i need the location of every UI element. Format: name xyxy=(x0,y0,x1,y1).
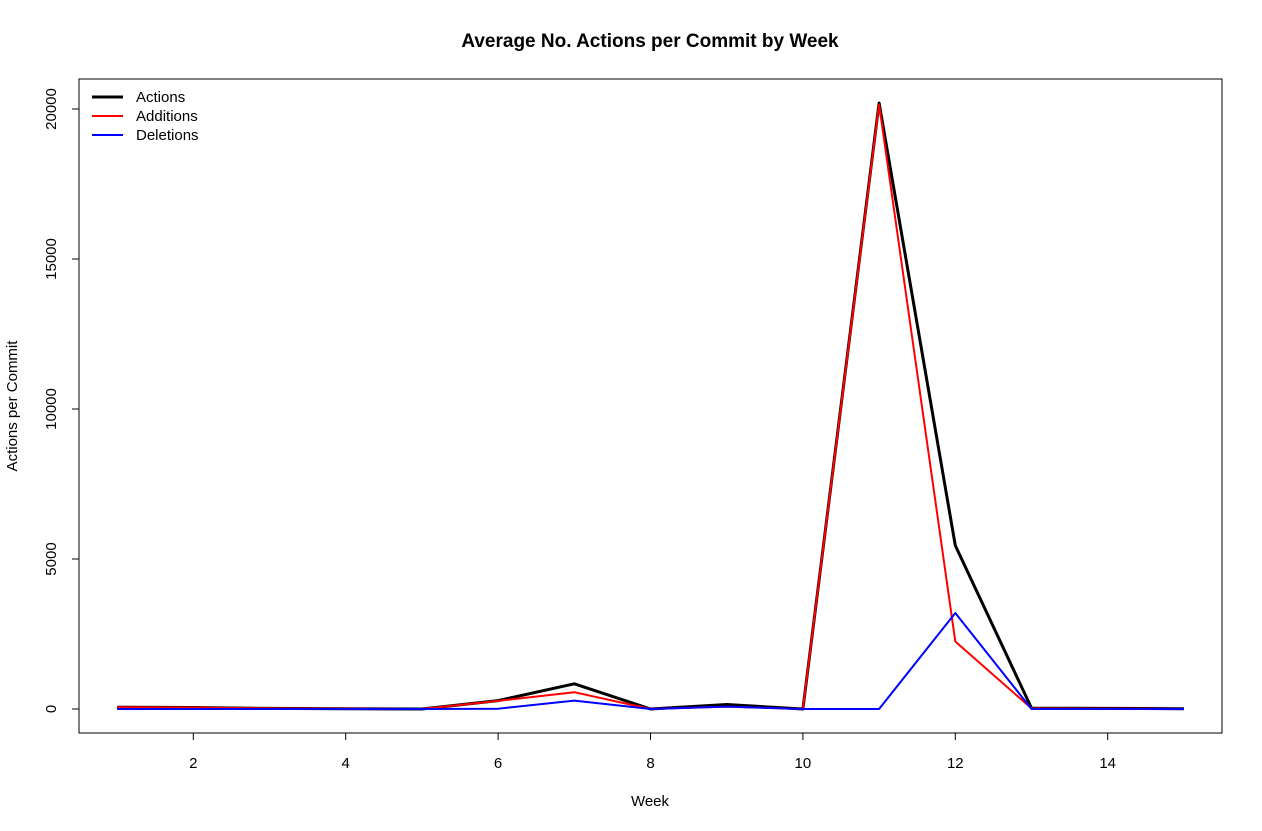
x-tick-label: 6 xyxy=(494,755,502,772)
y-tick-label: 5000 xyxy=(43,542,60,575)
y-tick-label: 20000 xyxy=(43,88,60,130)
series-lines xyxy=(117,101,1184,711)
x-tick-label: 10 xyxy=(795,755,812,772)
chart-title: Average No. Actions per Commit by Week xyxy=(461,31,839,52)
x-tick-label: 14 xyxy=(1099,755,1116,772)
y-tick-label: 15000 xyxy=(43,238,60,280)
y-axis: 0 5000 10000 15000 20000 xyxy=(43,88,80,713)
y-tick-label: 0 xyxy=(43,705,60,713)
series-line-additions xyxy=(117,103,1184,710)
plot-frame xyxy=(78,78,1223,734)
series-line-actions xyxy=(117,101,1184,711)
x-tick-label: 12 xyxy=(947,755,964,772)
x-tick-label: 2 xyxy=(189,755,197,772)
x-axis-label: Week xyxy=(631,793,670,810)
legend-label-additions: Additions xyxy=(136,108,198,125)
x-tick-label: 4 xyxy=(342,755,350,772)
legend-label-deletions: Deletions xyxy=(136,127,199,144)
series-line-deletions xyxy=(117,612,1184,710)
legend-label-actions: Actions xyxy=(136,89,185,106)
legend: Actions Additions Deletions xyxy=(92,89,199,144)
x-tick-label: 8 xyxy=(646,755,654,772)
y-tick-label: 10000 xyxy=(43,388,60,430)
y-axis-label: Actions per Commit xyxy=(4,340,21,472)
x-axis: 2 4 6 8 10 12 14 xyxy=(189,732,1116,772)
